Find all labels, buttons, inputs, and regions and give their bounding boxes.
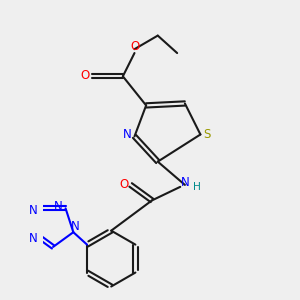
Text: N: N bbox=[71, 220, 80, 233]
Text: N: N bbox=[28, 232, 37, 244]
Text: S: S bbox=[204, 128, 211, 141]
Text: O: O bbox=[119, 178, 128, 191]
Text: N: N bbox=[181, 176, 189, 190]
Text: N: N bbox=[29, 204, 38, 217]
Text: O: O bbox=[130, 40, 140, 52]
Text: N: N bbox=[123, 128, 132, 141]
Text: N: N bbox=[54, 200, 63, 213]
Text: O: O bbox=[80, 69, 89, 82]
Text: H: H bbox=[193, 182, 200, 192]
